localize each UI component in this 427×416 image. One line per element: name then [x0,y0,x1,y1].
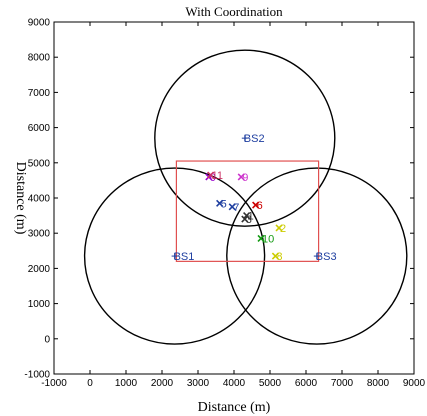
x-tick-label: 5000 [259,378,282,389]
user-marker [207,171,215,179]
user-label: 8 [276,251,282,263]
x-tick-label: 0 [87,378,93,389]
plot-title: With Coordination [185,4,283,19]
plot-frame [53,21,415,375]
user-marker [271,252,279,260]
base-station-labels: BS1 BS2 BS3 [171,133,337,263]
y-tick-label: 1000 [28,299,51,310]
user-marker [257,234,265,243]
y-tick-label: -1000 [24,370,50,381]
y-tick-label: 2000 [28,264,51,275]
coverage-circles [83,49,408,345]
user-label: 7 [233,202,239,214]
x-axis-label: Distance (m) [198,400,271,415]
x-tick-label: 4000 [223,378,246,389]
y-axis-ticks: -1000 0 1000 2000 3000 4000 5000 6000 7000 8000 90… [24,18,414,381]
user-marker [228,203,236,211]
y-tick-label: 3000 [28,229,51,240]
user-marker [252,201,260,209]
y-tick-label: 5000 [28,158,51,169]
user-marker [241,215,249,223]
y-tick-label: 6000 [28,123,51,134]
user-marker [237,173,245,181]
user-label: 1 [248,211,254,223]
y-tick-label: 7000 [28,88,51,99]
user-marker [275,224,283,232]
y-axis-label: Distance (m) [13,162,28,235]
user-label: 5 [221,198,227,210]
y-tick-label: 9000 [28,18,51,29]
x-axis-ticks: -1000 0 1000 2000 3000 4000 5000 6000 7000 8000 90… [41,22,426,389]
coverage-circle [83,167,266,345]
user-marker [216,199,224,207]
user-label: 2 [280,223,286,235]
user-label: 11 [212,170,223,182]
x-tick-label: 3000 [187,378,210,389]
bs-label: BS1 [174,251,195,263]
bs-label: BS2 [244,133,265,145]
bs-label: BS3 [316,251,337,263]
x-tick-label: 2000 [151,378,174,389]
user-label: 6 [257,200,263,212]
coverage-circle [154,49,336,227]
y-tick-label: 8000 [28,53,51,64]
x-tick-label: 6000 [295,378,318,389]
x-tick-label: 1000 [115,378,138,389]
data-points: 0123567891011 [205,170,286,263]
y-tick-label: 0 [44,334,50,345]
coordination-rect [175,160,320,262]
user-label: 9 [242,172,248,184]
x-tick-label: -1000 [41,378,67,389]
x-tick-label: 9000 [403,378,426,389]
x-tick-label: 7000 [331,378,354,389]
user-label: 10 [262,233,274,245]
y-tick-label: 4000 [28,194,51,205]
x-tick-label: 8000 [367,378,390,389]
coordination-region [175,160,320,262]
user-marker [243,212,251,220]
coverage-circle [226,167,408,345]
user-label: 3 [246,214,252,226]
